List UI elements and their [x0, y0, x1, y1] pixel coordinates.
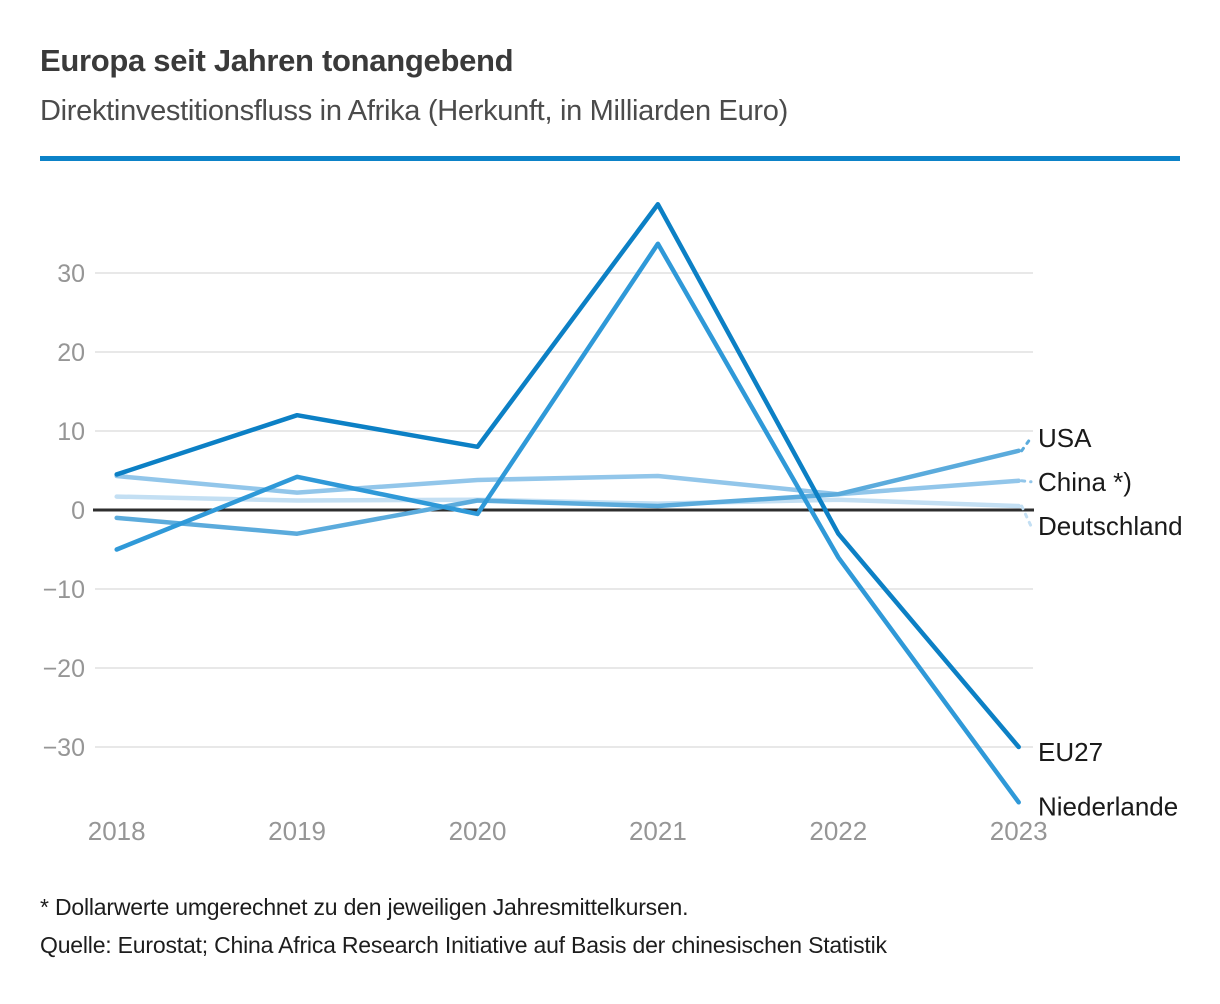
- series-label-deutschland: Deutschland: [1038, 511, 1183, 541]
- x-tick-label-2018: 2018: [88, 816, 146, 846]
- footnote-dollar: * Dollarwerte umgerechnet zu den jeweili…: [40, 894, 689, 920]
- y-tick-label-10: 10: [57, 418, 85, 446]
- x-tick-label-2023: 2023: [990, 816, 1048, 846]
- series-line-eu27: [114, 202, 1021, 750]
- series-line-niederlande: [114, 241, 1021, 805]
- chart-subtitle: Direktinvestitionsfluss in Afrika (Herku…: [40, 95, 788, 127]
- accent-divider: [40, 156, 1180, 161]
- x-tick-label-2022: 2022: [809, 816, 867, 846]
- series-label-usa: USA: [1038, 423, 1092, 453]
- series-line-usa: [114, 448, 1021, 536]
- series-label-niederlande: Niederlande: [1038, 791, 1178, 821]
- y-tick-label--30: −30: [43, 734, 85, 762]
- y-tick-label-20: 20: [57, 339, 85, 367]
- x-tick-label-2020: 2020: [449, 816, 507, 846]
- y-tick-label-0: 0: [71, 497, 85, 525]
- series-leader-china: [1020, 479, 1033, 484]
- x-tick-label-2021: 2021: [629, 816, 687, 846]
- series-leader-usa: [1020, 436, 1033, 453]
- series-leader-deutschland: [1020, 504, 1033, 528]
- x-tick-label-2019: 2019: [268, 816, 326, 846]
- y-tick-label-30: 30: [57, 260, 85, 288]
- chart-title: Europa seit Jahren tonangebend: [40, 43, 514, 78]
- y-tick-label--10: −10: [43, 576, 85, 604]
- footnote-source: Quelle: Eurostat; China Africa Research …: [40, 932, 887, 958]
- series-label-eu27: EU27: [1038, 737, 1103, 767]
- y-tick-label--20: −20: [43, 655, 85, 683]
- series-label-china: China *): [1038, 467, 1132, 497]
